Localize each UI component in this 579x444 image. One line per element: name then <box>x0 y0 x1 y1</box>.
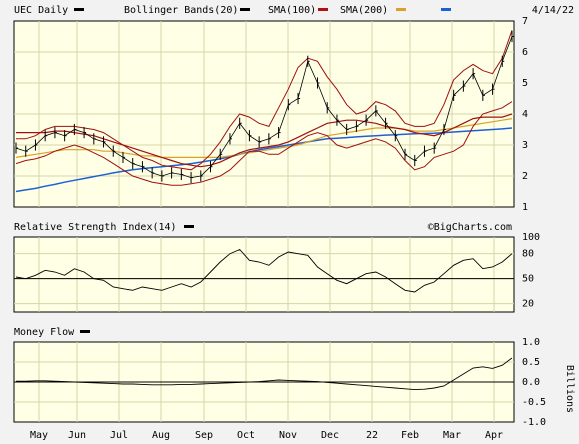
price-tick-label: 1 <box>522 202 528 213</box>
price-tick-label: 2 <box>522 171 528 182</box>
price-tick-label: 3 <box>522 140 528 151</box>
rsi-panel <box>13 236 515 313</box>
rsi-legend-swatch <box>184 225 194 228</box>
x-tick-label: Nov <box>279 430 297 441</box>
x-tick-label: Sep <box>195 430 213 441</box>
sma100-line <box>16 113 513 168</box>
money-flow-title: Money Flow <box>14 327 75 338</box>
date-label: 4/14/22 <box>532 5 574 16</box>
sma200-line <box>15 118 513 158</box>
price-line <box>15 36 513 179</box>
x-tick-label: Jul <box>110 430 128 441</box>
legend-swatch-blue <box>441 8 451 11</box>
rsi-tick-label: 100 <box>522 232 540 243</box>
price-tick-label: 6 <box>522 47 528 58</box>
x-tick-label: Dec <box>321 430 339 441</box>
rsi-title: Relative Strength Index(14) <box>14 222 177 233</box>
money-flow-line <box>16 357 513 391</box>
rsi-tick-label: 50 <box>522 274 534 285</box>
legend-label: Bollinger Bands(20) <box>124 5 238 16</box>
ticker-label: UEC Daily <box>14 5 68 16</box>
x-tick-label: Feb <box>401 430 419 441</box>
x-tick-label: Mar <box>443 430 461 441</box>
x-tick-label: May <box>30 430 48 441</box>
money-flow-legend-swatch <box>80 330 90 333</box>
rsi-line <box>15 248 513 293</box>
ticker-legend-swatch <box>74 8 84 11</box>
money-flow-tick-label: -1.0 <box>522 417 546 428</box>
legend-label: SMA(200) <box>340 5 388 16</box>
x-tick-label: Oct <box>237 430 255 441</box>
money-flow-tick-label: 0.5 <box>522 357 540 368</box>
x-tick-label: Jun <box>68 430 86 441</box>
x-tick-label: Apr <box>485 430 503 441</box>
price-tick-label: 5 <box>522 78 528 89</box>
bollinger-lower-line <box>15 101 513 186</box>
money-flow-tick-label: 0.0 <box>522 377 540 388</box>
sma-blue-line <box>15 127 513 193</box>
legend-swatch-sma200 <box>396 8 406 11</box>
money-flow-ylabel: Billions <box>564 365 575 413</box>
legend-swatch-bollinger <box>240 8 250 11</box>
legend-label: SMA(100) <box>268 5 316 16</box>
x-tick-label: Aug <box>152 430 170 441</box>
bollinger-upper-line <box>16 30 513 171</box>
price-tick-label: 4 <box>522 109 528 120</box>
watermark: ©BigCharts.com <box>428 222 512 233</box>
rsi-tick-label: 80 <box>522 249 534 260</box>
rsi-tick-label: 20 <box>522 299 534 310</box>
price-tick-label: 7 <box>522 16 528 27</box>
x-tick-label: 22 <box>366 430 378 441</box>
legend-swatch-sma100 <box>318 8 328 11</box>
money-flow-tick-label: -0.5 <box>522 397 546 408</box>
money-flow-tick-label: 1.0 <box>522 337 540 348</box>
